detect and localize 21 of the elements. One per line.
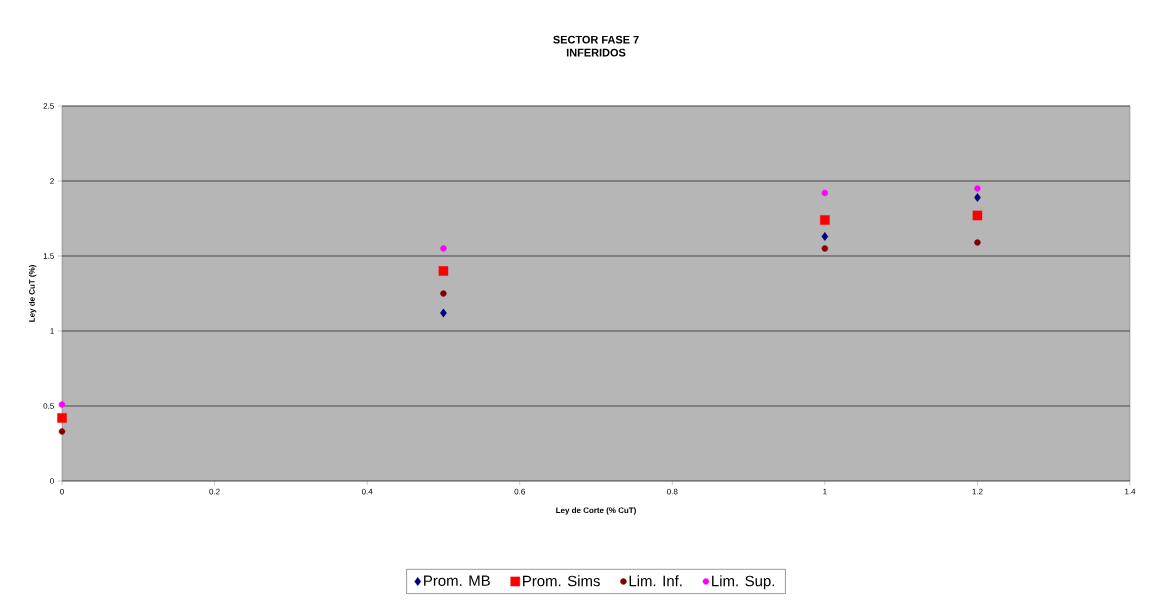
point (821, 189, 829, 197)
legend-label: Lim. Inf. (629, 575, 682, 587)
chart-title: SECTOR FASE 7 (553, 35, 639, 44)
legend-label: Lim. Sup. (712, 575, 775, 590)
point (440, 245, 447, 252)
point (58, 401, 66, 408)
point (974, 239, 981, 246)
point (974, 193, 981, 202)
point (974, 185, 981, 192)
point (972, 210, 983, 221)
point (57, 413, 67, 423)
chart-subtitle: INFERIDOS (566, 48, 626, 57)
point (58, 428, 66, 435)
point (438, 266, 449, 276)
point (440, 290, 447, 297)
legend-label: Prom. Sims (523, 575, 600, 587)
point (821, 245, 829, 252)
point (821, 232, 829, 241)
point (440, 308, 447, 318)
point (820, 215, 830, 225)
legend-label: Prom. MB (424, 575, 490, 586)
